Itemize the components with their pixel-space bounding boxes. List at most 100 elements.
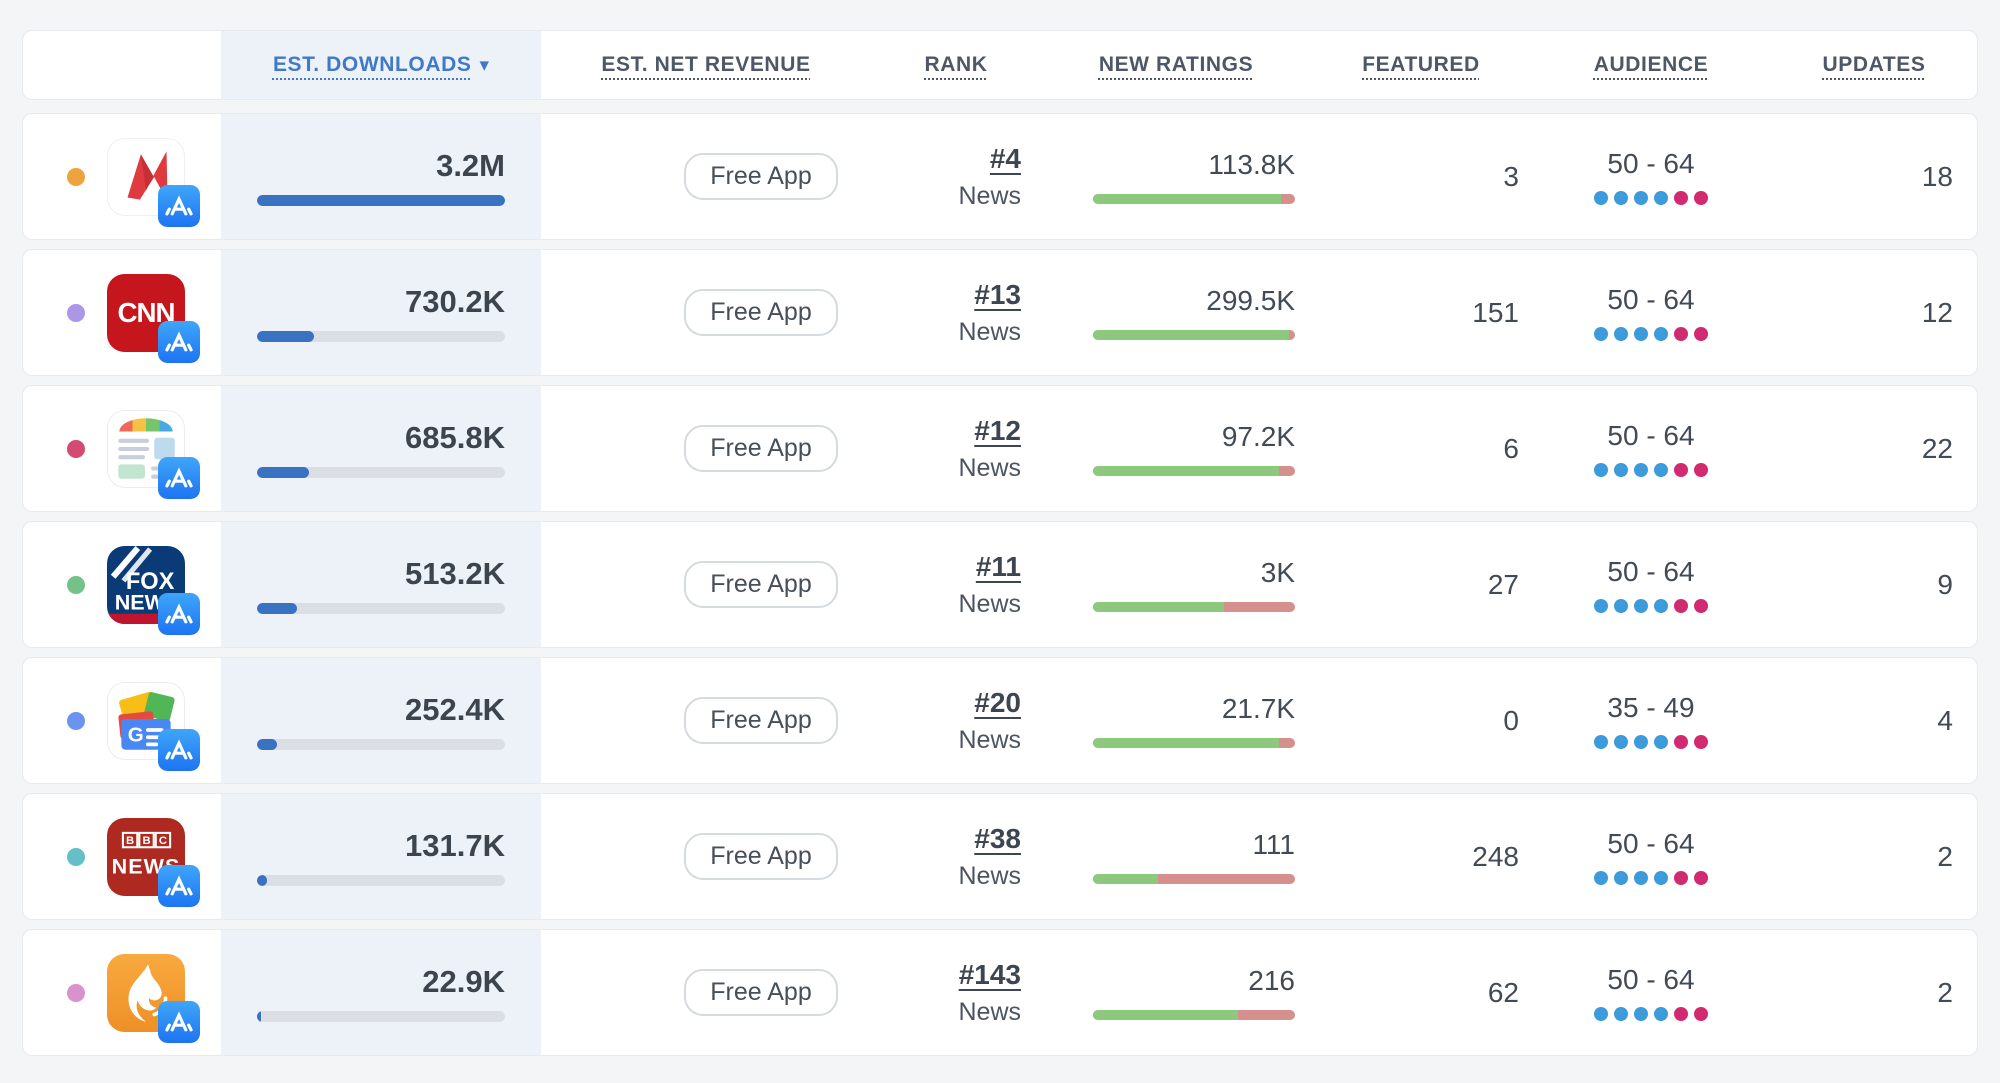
app-cell [23,386,221,511]
rank-category: News [871,318,1021,347]
app-store-icon [158,321,200,363]
rank-link[interactable]: #38 [974,823,1021,854]
app-link-newsbreak[interactable] [107,138,185,216]
header-new-ratings[interactable]: NEW RATINGS [1041,31,1311,99]
free-app-badge: Free App [684,561,837,608]
app-link-bbc-news[interactable]: BBCNEWS [107,818,185,896]
revenue-cell: Free App [541,561,871,608]
new-ratings-value: 113.8K [1041,149,1295,181]
rank-cell: #13 News [871,279,1041,347]
audience-age-range: 50 - 64 [1531,556,1771,588]
app-row: FOXNEWS 513.2K Free App #11 News 3K 27 5… [22,521,1978,648]
series-dot [67,440,85,458]
audience-dot-blue [1614,463,1628,477]
downloads-cell: 730.2K [221,250,541,375]
audience-dot-blue [1654,463,1668,477]
audience-dots [1531,463,1771,477]
audience-dot-blue [1594,191,1608,205]
audience-cell: 35 - 49 [1531,692,1771,749]
downloads-value: 252.4K [257,692,505,728]
rank-category: News [871,182,1021,211]
updates-count: 22 [1771,433,1977,465]
audience-cell: 50 - 64 [1531,420,1771,477]
est-downloads-header-label[interactable]: EST. DOWNLOADS [273,53,472,77]
app-row: BBCNEWS 131.7K Free App #38 News 111 248… [22,793,1978,920]
downloads-value: 22.9K [257,964,505,1000]
downloads-bar [257,739,505,750]
ratings-breakdown-bar [1093,466,1295,476]
series-dot [67,576,85,594]
new-ratings-value: 111 [1041,829,1295,861]
header-rank[interactable]: RANK [871,31,1041,99]
ratings-bar-positive [1093,874,1158,884]
audience-dot-blue [1614,871,1628,885]
audience-dot-pink [1674,327,1688,341]
featured-count: 151 [1311,297,1531,329]
app-store-icon [158,185,200,227]
rank-link[interactable]: #11 [976,551,1021,582]
series-dot [67,712,85,730]
free-app-badge: Free App [684,289,837,336]
rank-cell: #143 News [871,959,1041,1027]
sort-caret-icon: ▾ [480,54,490,77]
audience-dot-blue [1634,599,1648,613]
audience-dot-blue [1614,1007,1628,1021]
rank-link[interactable]: #4 [990,143,1021,174]
rank-cell: #11 News [871,551,1041,619]
app-link-fox-news[interactable]: FOXNEWS [107,546,185,624]
audience-cell: 50 - 64 [1531,284,1771,341]
audience-dot-pink [1674,599,1688,613]
app-link-google-news[interactable]: G [107,682,185,760]
svg-text:B: B [142,835,150,847]
free-app-badge: Free App [684,697,837,744]
ratings-bar-positive [1093,1010,1238,1020]
header-est-downloads[interactable]: EST. DOWNLOADS ▾ [221,31,541,99]
rank-cell: #20 News [871,687,1041,755]
audience-dots [1531,1007,1771,1021]
downloads-bar [257,467,505,478]
audience-dot-pink [1694,599,1708,613]
series-dot [67,984,85,1002]
audience-dot-pink [1674,191,1688,205]
rank-cell: #4 News [871,143,1041,211]
audience-dot-pink [1694,327,1708,341]
featured-count: 62 [1311,977,1531,1009]
app-store-icon [158,1001,200,1043]
downloads-cell: 252.4K [221,658,541,783]
rank-link[interactable]: #12 [974,415,1021,446]
downloads-value: 3.2M [257,148,505,184]
app-link-cnn[interactable]: CNN [107,274,185,352]
header-featured[interactable]: FEATURED [1311,31,1531,99]
app-link-smartnews[interactable] [107,410,185,488]
rank-category: News [871,862,1021,891]
series-dot [67,304,85,322]
header-audience[interactable]: AUDIENCE [1531,31,1771,99]
rank-link[interactable]: #143 [959,959,1021,990]
audience-dots [1531,735,1771,749]
ratings-breakdown-bar [1093,602,1295,612]
audience-age-range: 50 - 64 [1531,828,1771,860]
new-ratings-value: 21.7K [1041,693,1295,725]
audience-dot-blue [1654,735,1668,749]
audience-dot-blue [1634,871,1648,885]
ratings-bar-positive [1093,738,1279,748]
revenue-cell: Free App [541,289,871,336]
header-updates[interactable]: UPDATES [1771,31,1977,99]
ratings-bar-positive [1093,466,1279,476]
downloads-value: 730.2K [257,284,505,320]
rank-link[interactable]: #13 [974,279,1021,310]
app-link-al-jazeera[interactable] [107,954,185,1032]
downloads-cell: 685.8K [221,386,541,511]
audience-dots [1531,327,1771,341]
audience-dot-blue [1654,1007,1668,1021]
audience-dot-pink [1694,463,1708,477]
app-row: CNN 730.2K Free App #13 News 299.5K 151 … [22,249,1978,376]
featured-count: 6 [1311,433,1531,465]
rank-link[interactable]: #20 [974,687,1021,718]
featured-count: 0 [1311,705,1531,737]
header-est-net-revenue[interactable]: EST. NET REVENUE [541,31,871,99]
revenue-cell: Free App [541,969,871,1016]
audience-dot-blue [1634,1007,1648,1021]
audience-dot-blue [1594,463,1608,477]
audience-dot-blue [1594,871,1608,885]
